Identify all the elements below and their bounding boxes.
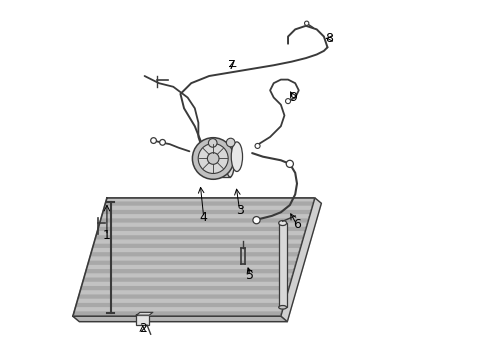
Polygon shape [102, 211, 311, 215]
Circle shape [255, 143, 260, 148]
Text: 3: 3 [236, 204, 244, 217]
Polygon shape [73, 316, 287, 321]
Polygon shape [136, 312, 153, 315]
Circle shape [193, 138, 234, 179]
Circle shape [151, 138, 156, 143]
Text: 9: 9 [290, 91, 297, 104]
Polygon shape [99, 219, 309, 223]
Polygon shape [75, 303, 285, 308]
Polygon shape [85, 270, 294, 274]
Polygon shape [76, 300, 286, 303]
Circle shape [253, 217, 260, 224]
Polygon shape [81, 283, 291, 287]
Polygon shape [97, 228, 306, 232]
Polygon shape [214, 144, 230, 177]
Polygon shape [92, 244, 301, 249]
Polygon shape [98, 223, 308, 228]
Ellipse shape [279, 306, 287, 309]
Circle shape [286, 160, 294, 167]
Polygon shape [91, 249, 300, 253]
Bar [279, 223, 287, 307]
Polygon shape [74, 308, 283, 312]
Polygon shape [95, 236, 304, 240]
Polygon shape [103, 206, 313, 211]
Polygon shape [86, 266, 295, 270]
Text: 2: 2 [139, 322, 147, 335]
Circle shape [160, 139, 166, 145]
Polygon shape [89, 257, 298, 261]
Polygon shape [90, 253, 299, 257]
Polygon shape [104, 202, 314, 206]
Ellipse shape [226, 144, 235, 177]
Polygon shape [80, 287, 290, 291]
Polygon shape [106, 198, 315, 202]
Ellipse shape [231, 142, 243, 171]
Text: 5: 5 [246, 269, 254, 282]
Text: 1: 1 [103, 229, 111, 242]
Text: 4: 4 [200, 211, 208, 224]
Circle shape [304, 21, 309, 26]
Text: 7: 7 [228, 59, 237, 72]
Polygon shape [101, 215, 310, 219]
Polygon shape [94, 240, 303, 244]
Ellipse shape [279, 221, 287, 226]
Polygon shape [88, 261, 296, 266]
Polygon shape [281, 198, 321, 321]
Bar [136, 315, 149, 325]
Polygon shape [84, 274, 293, 278]
Text: 8: 8 [325, 32, 333, 45]
Circle shape [286, 99, 291, 104]
Polygon shape [79, 291, 288, 295]
Polygon shape [96, 232, 305, 236]
Circle shape [226, 138, 235, 147]
Polygon shape [73, 312, 282, 316]
Circle shape [207, 153, 219, 164]
Text: 6: 6 [293, 218, 301, 231]
Polygon shape [78, 295, 287, 300]
Circle shape [208, 139, 217, 147]
Circle shape [198, 144, 228, 174]
Polygon shape [83, 278, 292, 283]
